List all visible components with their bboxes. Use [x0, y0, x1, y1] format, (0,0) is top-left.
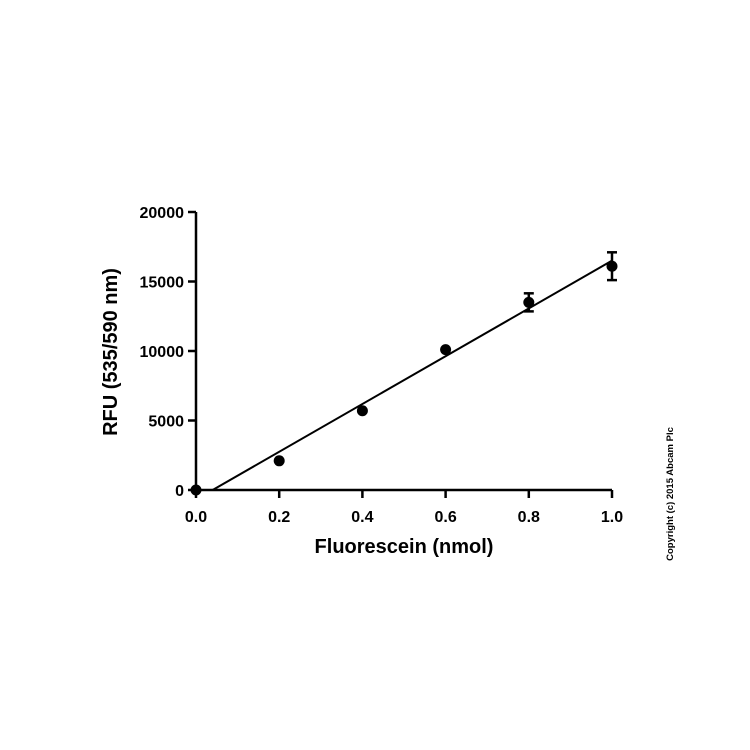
y-ticks: 0 5000 10000 15000 20000 — [140, 205, 196, 500]
fit-line-group — [212, 259, 613, 491]
y-tick-label: 5000 — [148, 414, 184, 431]
y-tick-label: 20000 — [140, 205, 185, 222]
x-axis-title: Fluorescein (nmol) — [315, 536, 494, 558]
y-tick-label: 0 — [175, 483, 184, 500]
x-tick-label: 1.0 — [601, 509, 623, 526]
data-point — [273, 455, 285, 467]
x-tick-label: 0.0 — [185, 509, 207, 526]
data-point — [523, 296, 535, 308]
axes — [194, 212, 612, 492]
copyright-text: Copyright (c) 2015 Abcam Plc — [665, 427, 676, 561]
y-axis-title: RFU (535/590 nm) — [100, 268, 122, 436]
x-tick-label: 0.8 — [518, 509, 540, 526]
y-tick-label: 15000 — [140, 275, 185, 292]
x-tick-label: 0.6 — [434, 509, 456, 526]
x-ticks: 0.0 0.2 0.4 0.6 0.8 1.0 — [185, 490, 623, 526]
data-points — [190, 260, 618, 496]
data-point — [190, 484, 202, 496]
y-tick-label: 10000 — [140, 344, 185, 361]
x-tick-label: 0.4 — [351, 509, 373, 526]
x-tick-label: 0.2 — [268, 509, 290, 526]
fit-line — [212, 259, 613, 491]
data-point — [356, 405, 368, 417]
data-point — [606, 260, 618, 272]
data-point — [440, 344, 452, 356]
